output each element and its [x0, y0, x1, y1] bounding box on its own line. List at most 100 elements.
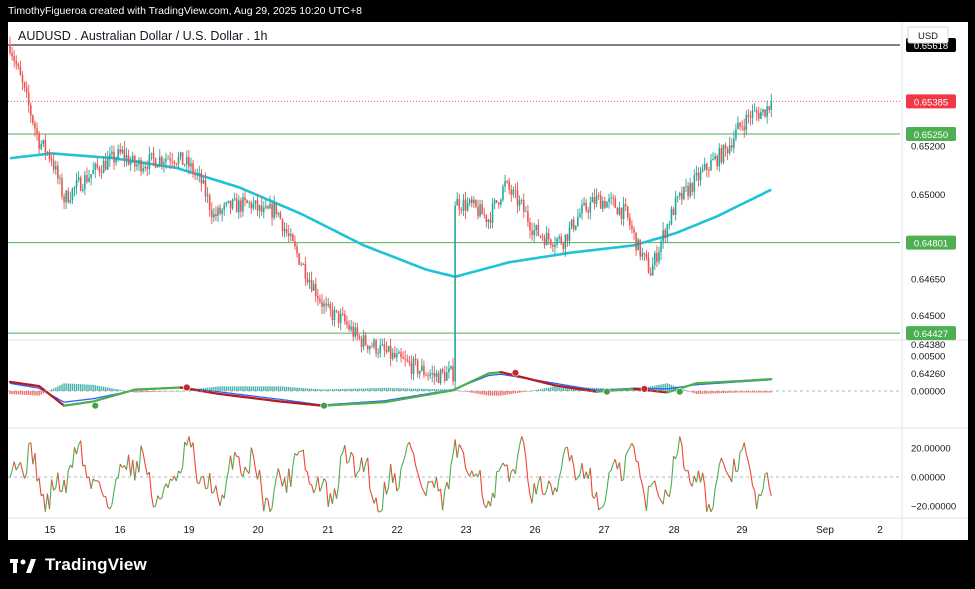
candle-body [749, 116, 752, 118]
macd-histogram-bar [265, 386, 267, 391]
macd-histogram-bar [9, 391, 11, 395]
candle-body [414, 358, 417, 361]
candle-body [439, 369, 442, 384]
oscillator-segment [71, 447, 76, 468]
price-axis-tick: 0.65000 [911, 190, 945, 201]
oscillator-segment [675, 452, 679, 460]
macd-histogram-bar [435, 389, 438, 391]
oscillator-segment [402, 455, 406, 463]
candle-body [649, 272, 652, 276]
macd-histogram-bar [48, 390, 51, 392]
candle-body [113, 151, 115, 163]
candle-body [579, 213, 581, 218]
currency-label[interactable]: USD [918, 31, 938, 42]
candle-body [79, 177, 82, 191]
macd-histogram-bar [475, 391, 477, 394]
macd-histogram-bar [477, 391, 479, 394]
oscillator-segment [452, 439, 456, 455]
oscillator-segment [531, 483, 535, 504]
macd-histogram-bar [718, 391, 720, 394]
macd-histogram-bar [562, 386, 564, 391]
macd-histogram-bar [400, 388, 402, 391]
macd-histogram-bar [506, 391, 508, 395]
oscillator-segment [479, 469, 483, 496]
macd-histogram-bar [533, 390, 535, 391]
time-axis-tick: 27 [598, 525, 610, 536]
candle-body [192, 163, 194, 174]
oscillator-segment [390, 464, 394, 484]
oscillator-segment [544, 490, 548, 496]
macd-histogram-bar [373, 388, 375, 391]
candle-body [437, 373, 440, 384]
macd-histogram-bar [40, 391, 42, 395]
oscillator-segment [309, 483, 312, 486]
price-level-badge [906, 235, 956, 250]
attribution-bar: TimothyFigueroa created with TradingView… [0, 0, 975, 22]
oscillator-segment [211, 491, 215, 494]
candle-body [660, 241, 662, 252]
macd-histogram-bar [206, 387, 209, 391]
macd-histogram-bar [548, 387, 550, 391]
candle-body [109, 154, 111, 159]
macd-histogram-bar [473, 391, 475, 394]
oscillator-segment [415, 465, 419, 473]
oscillator-segment [494, 471, 498, 499]
time-axis-tick: 15 [44, 525, 56, 536]
price-axis-tick: 0.64380 [911, 340, 945, 351]
oscillator-segment [571, 455, 575, 467]
macd-histogram-bar [225, 386, 228, 391]
macd-histogram-bar [358, 388, 361, 391]
oscillator-segment [113, 478, 117, 492]
horizontal-levels[interactable]: 0.65618 0.65250 0.64801 0.64427 0.65385 [8, 37, 956, 341]
oscillator-segment [284, 477, 288, 493]
oscillator-segment [219, 494, 223, 507]
macd-histogram-bar [518, 391, 521, 393]
oscillator-segment [743, 442, 747, 454]
macd-histogram-bar [90, 384, 92, 391]
macd-histogram-bar [138, 391, 140, 393]
oscillator-segment [346, 460, 350, 464]
oscillator-segment [306, 471, 311, 485]
chart-svg[interactable]: 0.65618 0.65250 0.64801 0.64427 0.65385 0.65… [8, 22, 968, 540]
macd-histogram-bar [98, 385, 101, 391]
oscillator-segment [90, 478, 94, 490]
candle-body [755, 110, 758, 113]
macd-histogram-bar [213, 386, 215, 391]
candle-body [94, 163, 97, 170]
oscillator-segment [558, 469, 562, 478]
oscillator-segment [267, 499, 271, 512]
chart-area[interactable]: 0.65618 0.65250 0.64801 0.64427 0.65385 0.65… [8, 22, 968, 540]
oscillator-segment [153, 505, 156, 508]
oscillator-segment [229, 455, 234, 470]
oscillator-segment [516, 445, 521, 458]
macd-histogram-bar [491, 391, 494, 396]
candle-body [362, 335, 365, 348]
oscillator-segment [408, 442, 412, 450]
oscillator-segment [163, 483, 167, 489]
candle-body [19, 66, 22, 76]
oscillator-segment [440, 488, 444, 511]
macd-histogram-bar [240, 386, 242, 391]
oscillator-segment [171, 475, 175, 481]
macd-histogram-bar [312, 388, 315, 391]
tradingview-brand[interactable]: TradingView [10, 555, 147, 575]
candle-body [213, 213, 215, 218]
currency-button[interactable] [907, 26, 949, 44]
macd-histogram-bar [337, 389, 340, 391]
oscillator-segment [150, 495, 155, 508]
candle-body [539, 235, 542, 237]
price-level-label: 0.65250 [914, 130, 948, 141]
candle-body [454, 205, 456, 382]
macd-histogram-bar [496, 391, 498, 396]
candle-body [637, 239, 639, 251]
macd-histogram-bar [568, 386, 571, 391]
oscillator-segment [766, 472, 770, 487]
oscillator-pane [8, 436, 900, 513]
macd-histogram-bar [722, 391, 725, 394]
oscillator-segment [24, 472, 28, 479]
candle-body [375, 340, 377, 354]
oscillator-segment [462, 452, 467, 468]
macd-histogram-bar [710, 391, 712, 394]
oscillator-segment [98, 482, 103, 492]
candle-body [631, 225, 633, 230]
